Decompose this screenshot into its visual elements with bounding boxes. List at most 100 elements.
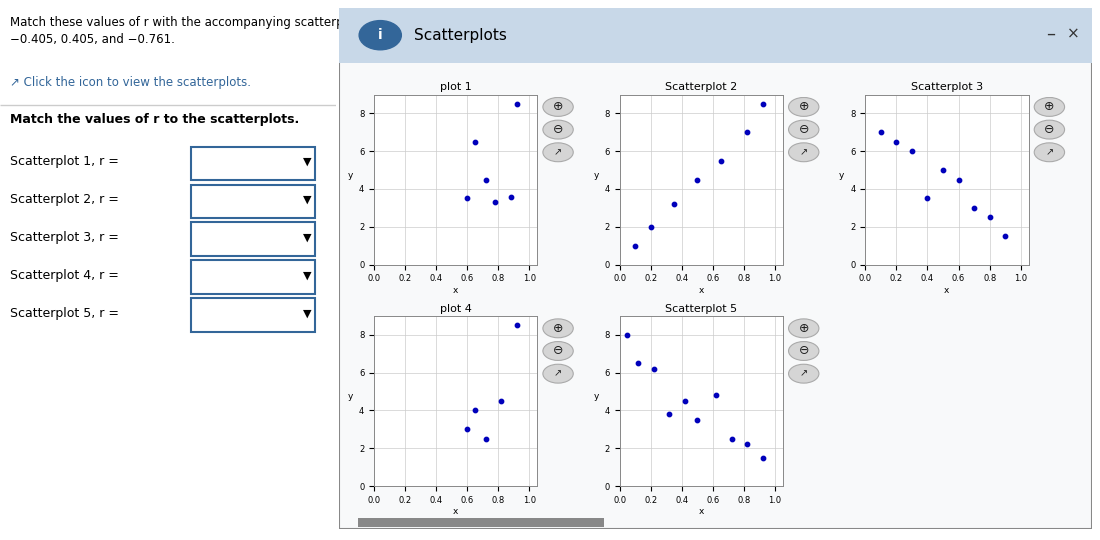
Point <box>466 406 484 415</box>
Point <box>661 410 679 418</box>
Point <box>666 200 683 208</box>
Title: Scatterplot 5: Scatterplot 5 <box>666 303 737 314</box>
Point <box>508 321 526 329</box>
Point <box>966 204 983 212</box>
Point <box>934 166 952 174</box>
Text: Scatterplot 4, r =: Scatterplot 4, r = <box>10 269 119 282</box>
Point <box>738 440 756 449</box>
Point <box>689 175 706 184</box>
Text: ×: × <box>1067 26 1080 42</box>
Title: plot 1: plot 1 <box>440 82 472 92</box>
Point <box>997 232 1014 241</box>
Point <box>949 175 967 184</box>
Point <box>626 241 644 250</box>
Text: ⊖: ⊖ <box>799 123 808 136</box>
Y-axis label: y: y <box>348 171 353 179</box>
X-axis label: x: x <box>453 286 459 295</box>
X-axis label: x: x <box>453 508 459 516</box>
Circle shape <box>543 98 573 116</box>
X-axis label: x: x <box>698 508 704 516</box>
Text: ▼: ▼ <box>302 195 311 205</box>
FancyBboxPatch shape <box>191 298 316 332</box>
Text: Scatterplot 5, r =: Scatterplot 5, r = <box>10 307 119 320</box>
Text: ↗: ↗ <box>554 369 562 379</box>
Text: ↗: ↗ <box>1045 147 1054 157</box>
Point <box>754 454 771 462</box>
Point <box>629 359 647 368</box>
Text: ▼: ▼ <box>302 233 311 242</box>
Circle shape <box>789 342 818 360</box>
Point <box>459 425 476 434</box>
Point <box>981 213 999 221</box>
Point <box>918 194 936 203</box>
Point <box>723 434 740 443</box>
FancyBboxPatch shape <box>191 260 316 294</box>
Point <box>689 416 706 424</box>
Point <box>466 137 484 146</box>
Circle shape <box>359 21 402 50</box>
Circle shape <box>789 98 818 116</box>
Text: ↗ Click the icon to view the scatterplots.: ↗ Click the icon to view the scatterplot… <box>10 76 251 89</box>
Point <box>642 222 660 231</box>
Circle shape <box>1034 120 1065 139</box>
Text: ▼: ▼ <box>302 157 311 167</box>
Text: Match the values of r to the scatterplots.: Match the values of r to the scatterplot… <box>10 113 299 126</box>
Circle shape <box>1034 143 1065 161</box>
FancyBboxPatch shape <box>191 185 316 218</box>
Point <box>676 396 694 405</box>
Title: plot 4: plot 4 <box>440 303 472 314</box>
Point <box>486 198 504 207</box>
Text: ⊖: ⊖ <box>1044 123 1055 136</box>
Text: ⊕: ⊕ <box>553 322 563 335</box>
Point <box>872 128 890 137</box>
Circle shape <box>789 120 818 139</box>
Circle shape <box>543 120 573 139</box>
X-axis label: x: x <box>698 286 704 295</box>
Text: i: i <box>378 28 383 42</box>
Text: ▼: ▼ <box>302 308 311 318</box>
Title: Scatterplot 3: Scatterplot 3 <box>911 82 983 92</box>
FancyBboxPatch shape <box>339 8 1092 529</box>
Text: Match these values of r with the accompanying scatterplots: 1, 0.997,
−0.405, 0.: Match these values of r with the accompa… <box>10 16 426 46</box>
Point <box>477 175 495 184</box>
Text: –: – <box>1046 25 1055 43</box>
Point <box>903 147 921 156</box>
Text: ⊕: ⊕ <box>1044 100 1055 113</box>
Circle shape <box>789 319 818 338</box>
FancyBboxPatch shape <box>358 518 604 526</box>
Point <box>459 194 476 203</box>
X-axis label: x: x <box>944 286 949 295</box>
Text: ▼: ▼ <box>302 271 311 280</box>
Text: ⊖: ⊖ <box>553 123 563 136</box>
Circle shape <box>789 364 818 383</box>
Point <box>738 128 756 137</box>
Text: ⊕: ⊕ <box>799 322 808 335</box>
Circle shape <box>543 319 573 338</box>
Circle shape <box>543 364 573 383</box>
Circle shape <box>543 342 573 360</box>
Text: Scatterplot 2, r =: Scatterplot 2, r = <box>10 193 119 206</box>
Point <box>502 192 519 201</box>
Point <box>712 156 729 165</box>
Title: Scatterplot 2: Scatterplot 2 <box>666 82 737 92</box>
Point <box>477 434 495 443</box>
Text: ⊕: ⊕ <box>553 100 563 113</box>
Circle shape <box>789 143 818 161</box>
Point <box>888 137 905 146</box>
Circle shape <box>1034 98 1065 116</box>
Point <box>707 391 725 400</box>
Y-axis label: y: y <box>594 392 598 401</box>
Text: ⊕: ⊕ <box>799 100 808 113</box>
FancyBboxPatch shape <box>191 147 316 180</box>
Point <box>645 364 662 373</box>
Point <box>493 396 510 405</box>
Text: Scatterplot 1, r =: Scatterplot 1, r = <box>10 156 119 168</box>
Point <box>618 330 636 339</box>
Point <box>508 99 526 108</box>
Y-axis label: y: y <box>594 171 598 179</box>
Text: Scatterplots: Scatterplots <box>415 28 507 43</box>
Text: Scatterplot 3, r =: Scatterplot 3, r = <box>10 231 119 244</box>
Text: ↗: ↗ <box>800 369 807 379</box>
Point <box>754 99 771 108</box>
Y-axis label: y: y <box>839 171 845 179</box>
